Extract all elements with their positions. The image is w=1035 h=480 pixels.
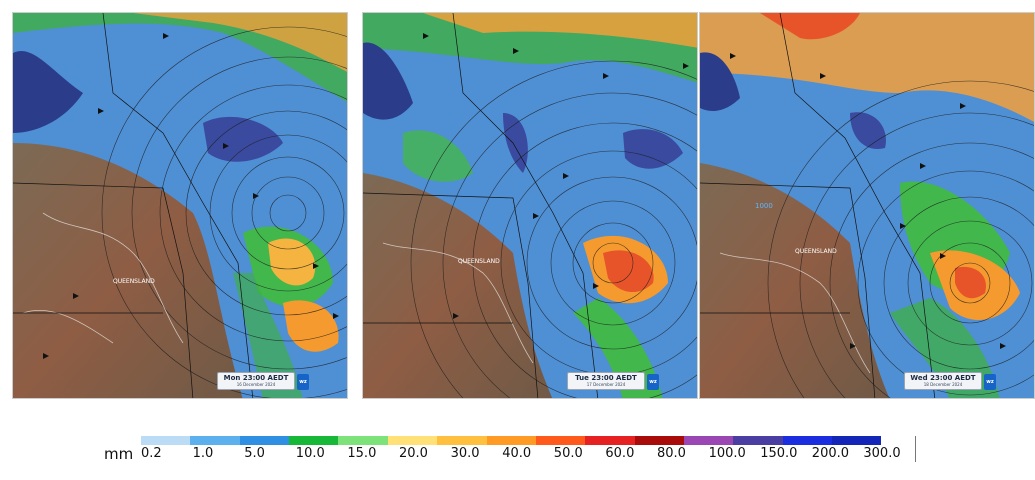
weatherzone-logo-icon: wz	[984, 374, 996, 390]
rainfall-map-mon: QUEENSLAND	[13, 13, 347, 398]
legend-end-marker	[915, 436, 916, 462]
legend-tick-label: 150.0	[760, 446, 798, 461]
weatherzone-logo-icon: wz	[297, 374, 309, 390]
timestamp-badge-mon: Mon 23:00 AEDT 16 December 2024	[217, 372, 295, 390]
legend-tick-label: 300.0	[863, 446, 901, 461]
legend-tick-label: 0.2	[141, 446, 162, 461]
legend-swatch-5	[387, 436, 438, 445]
timestamp-wed: Wed 23:00 AEDT	[910, 374, 976, 382]
legend-tick-label: 20.0	[399, 446, 428, 461]
legend-swatch-4	[338, 436, 388, 445]
legend-tick-label: 200.0	[811, 446, 850, 461]
legend-swatch-8	[535, 436, 586, 445]
date-tue: 17 December 2024	[586, 382, 626, 387]
map-panel-mon: QUEENSLAND Mon 23:00 AEDT 16 December 20…	[12, 12, 348, 399]
legend-tick-label: 40.0	[502, 446, 532, 461]
timestamp-badge-wed: Wed 23:00 AEDT 18 December 2024	[904, 372, 982, 390]
legend-swatch-3	[289, 436, 339, 445]
legend-tick-label: 5.0	[244, 446, 265, 461]
timestamp-mon: Mon 23:00 AEDT	[223, 374, 289, 382]
legend-swatch-2	[239, 436, 290, 445]
legend-swatch-13	[782, 436, 833, 445]
state-label-mon: QUEENSLAND	[113, 278, 155, 285]
legend-swatch-14	[832, 436, 882, 445]
rainfall-map-tue: QUEENSLAND	[363, 13, 697, 398]
legend-tick-label: 10.0	[295, 446, 325, 461]
legend-tick-label: 80.0	[657, 446, 686, 461]
legend-swatch-10	[634, 436, 684, 445]
legend-swatch-0	[141, 436, 191, 445]
legend-swatch-7	[486, 436, 536, 445]
rainfall-legend-bar	[141, 436, 882, 445]
legend-tick-label: 100.0	[708, 446, 746, 461]
rainfall-map-wed: 1000 QUEENSLAND	[700, 13, 1034, 398]
legend-unit: mm	[104, 445, 134, 463]
map-panel-tue: QUEENSLAND Tue 23:00 AEDT 17 December 20…	[362, 12, 698, 399]
state-label-tue: QUEENSLAND	[458, 258, 500, 265]
legend-swatch-12	[733, 436, 783, 445]
legend-tick-label: 60.0	[605, 446, 635, 461]
legend-tick-label: 15.0	[347, 446, 377, 461]
legend-swatch-9	[585, 436, 635, 445]
date-mon: 16 December 2024	[236, 382, 276, 387]
date-wed: 18 December 2024	[923, 382, 963, 387]
weatherzone-logo-icon: wz	[647, 374, 659, 390]
legend-swatch-1	[190, 436, 240, 445]
legend-tick-label: 1.0	[192, 446, 214, 461]
legend-swatch-11	[683, 436, 734, 445]
legend-tick-label: 30.0	[450, 446, 480, 461]
map-panel-wed: 1000 QUEENSLAND Wed 23:00 AEDT 18 Decemb…	[699, 12, 1035, 399]
timestamp-badge-tue: Tue 23:00 AEDT 17 December 2024	[567, 372, 645, 390]
legend-tick-label: 50.0	[553, 446, 583, 461]
pressure-label-wed: 1000	[755, 202, 773, 210]
state-label-wed: QUEENSLAND	[795, 248, 837, 255]
legend-swatch-6	[437, 436, 487, 445]
timestamp-tue: Tue 23:00 AEDT	[575, 374, 637, 382]
